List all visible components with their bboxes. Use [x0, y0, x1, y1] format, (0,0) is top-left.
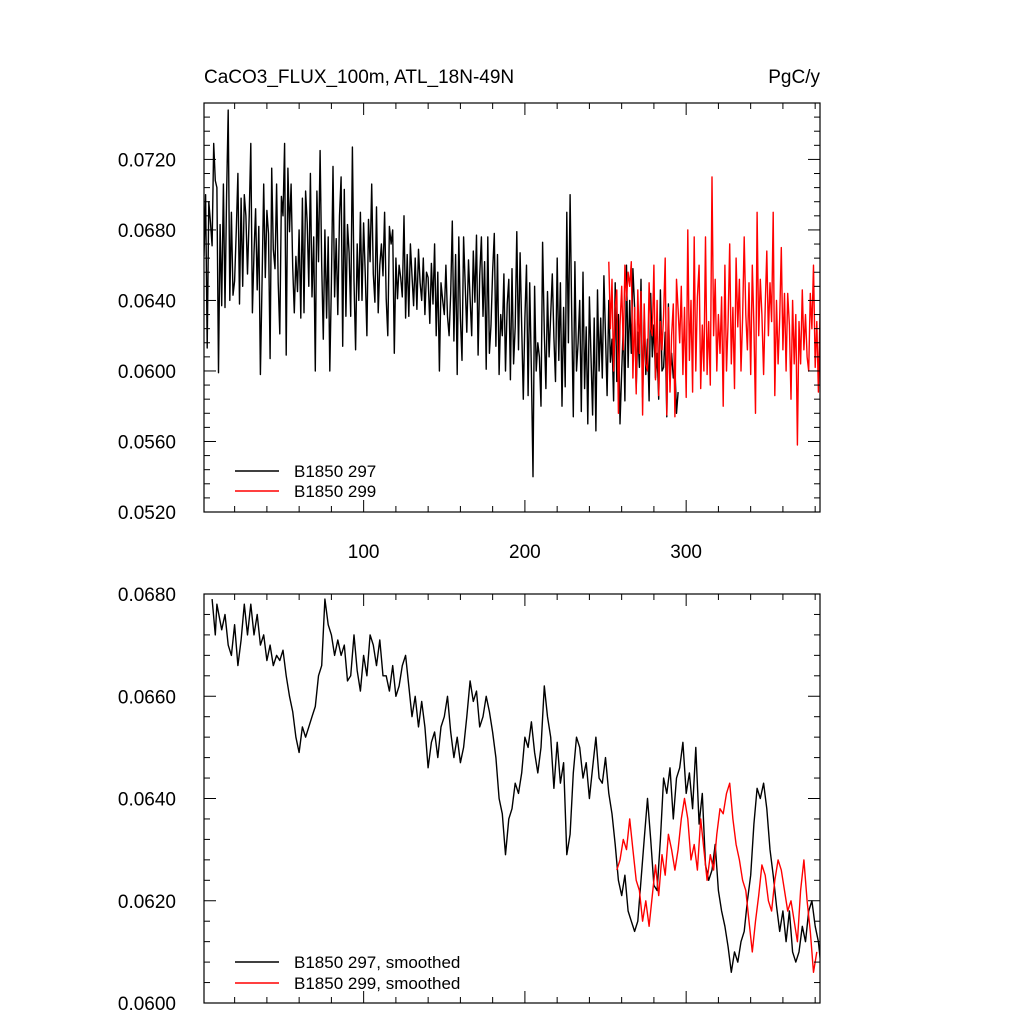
top-legend: B1850 297 B1850 299 [235, 462, 376, 501]
top-panel-title: CaCO3_FLUX_100m, ATL_18N-49N [204, 67, 514, 88]
bottom-axes-group: 0.0600 0.0620 0.0640 0.0660 0.0680 [118, 585, 820, 1015]
top-xtick-label: 200 [509, 542, 541, 563]
top-axes-group: 0.0520 0.0560 0.0600 0.0640 0.0680 0.0720 100 2… [118, 102, 820, 563]
bottom-series-line-2 [616, 782, 818, 973]
bottom-ytick-label: 0.0660 [118, 687, 176, 708]
top-ytick-label: 0.0600 [118, 362, 176, 383]
top-series-line-1 [204, 109, 679, 478]
top-ytick-label: 0.0720 [118, 150, 176, 171]
top-panel-units: PgC/y [768, 67, 820, 88]
top-xtick-label: 100 [348, 542, 380, 563]
top-series-line-2 [608, 176, 820, 446]
top-legend-label-1: B1850 297 [294, 462, 376, 481]
top-plot-frame [203, 102, 821, 513]
bottom-legend: B1850 297, smoothed B1850 299, smoothed [235, 953, 460, 993]
bottom-ytick-label: 0.0620 [118, 892, 176, 913]
bottom-plot-frame [203, 593, 821, 1004]
bottom-panel: 0.0600 0.0620 0.0640 0.0660 0.0680 B1850 297… [118, 585, 821, 1015]
bottom-ytick-label: 0.0680 [118, 585, 176, 606]
top-xtick-label: 300 [670, 542, 702, 563]
top-legend-label-2: B1850 299 [294, 482, 376, 501]
bottom-series-group [211, 598, 820, 973]
bottom-legend-label-1: B1850 297, smoothed [294, 953, 460, 972]
top-ytick-label: 0.0680 [118, 221, 176, 242]
top-ytick-label: 0.0560 [118, 432, 176, 453]
bottom-legend-label-2: B1850 299, smoothed [294, 974, 460, 993]
bottom-ytick-label: 0.0600 [118, 994, 176, 1015]
top-ytick-label: 0.0640 [118, 291, 176, 312]
bottom-ytick-label: 0.0640 [118, 790, 176, 811]
top-panel: CaCO3_FLUX_100m, ATL_18N-49N PgC/y 0.052… [118, 67, 821, 563]
bottom-series-line-1 [211, 598, 820, 973]
top-series-group [204, 109, 820, 478]
top-ytick-label: 0.0520 [118, 503, 176, 524]
